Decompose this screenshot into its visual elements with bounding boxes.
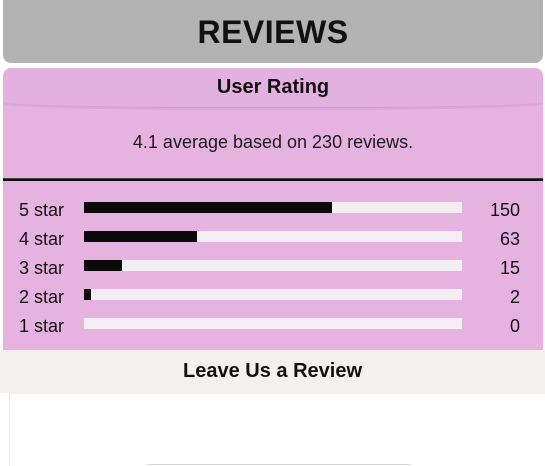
rating-bar-track	[84, 260, 462, 271]
rating-bar-track	[84, 289, 462, 300]
leave-review-header: Leave Us a Review	[0, 350, 545, 393]
rating-bar-fill	[84, 260, 122, 271]
reviews-header: REVIEWS	[3, 0, 543, 63]
rating-row-3-star: 3 star 15	[3, 256, 543, 280]
rating-row-label: 4 star	[19, 229, 65, 249]
rating-row-2-star: 2 star 2	[3, 285, 543, 309]
rating-row-label: 2 star	[19, 287, 65, 307]
rating-bar-track	[84, 318, 462, 329]
form-field-edge[interactable]	[147, 464, 411, 465]
rating-row-count: 2	[509, 287, 520, 307]
divider	[3, 178, 543, 181]
rating-summary: 4.1 average based on 230 reviews.	[132, 132, 414, 152]
user-rating-header: User Rating	[3, 68, 543, 108]
rating-row-count: 63	[499, 229, 520, 249]
rating-row-count: 150	[489, 200, 520, 220]
user-rating-title: User Rating	[216, 76, 330, 98]
rating-row-1-star: 1 star 0	[3, 314, 543, 338]
rating-bar-track	[84, 231, 462, 242]
page-title: REVIEWS	[197, 14, 349, 50]
rating-row-4-star: 4 star 63	[3, 227, 543, 251]
rating-row-label: 1 star	[19, 316, 65, 336]
user-rating-card: User Rating 4.1 average based on 230 rev…	[3, 68, 543, 350]
review-form	[9, 393, 545, 466]
rating-bar-fill	[84, 289, 92, 300]
rating-row-label: 5 star	[19, 200, 65, 220]
rating-bar-fill	[84, 202, 332, 213]
rating-bar-fill	[84, 231, 198, 242]
rating-row-count: 15	[499, 258, 520, 278]
rating-row-count: 0	[509, 316, 520, 336]
leave-review-title: Leave Us a Review	[183, 360, 362, 382]
rating-row-label: 3 star	[19, 258, 65, 278]
rating-row-5-star: 5 star 150	[3, 198, 543, 222]
rating-bar-track	[84, 202, 462, 213]
